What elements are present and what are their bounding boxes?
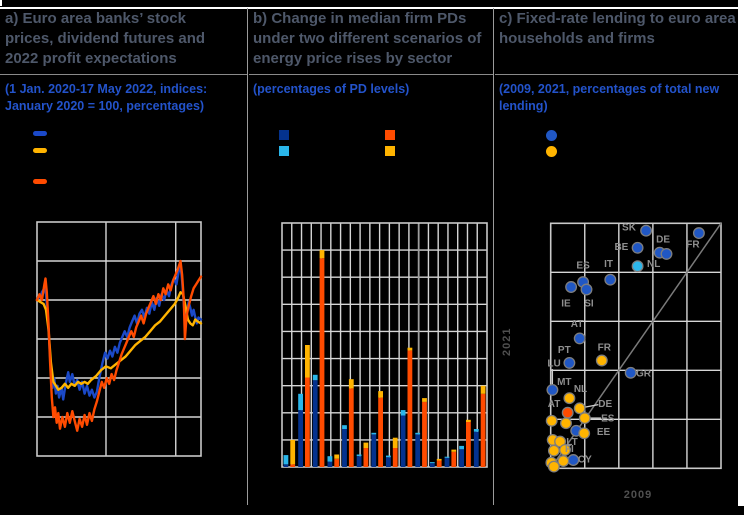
svg-text:DE: DE xyxy=(656,235,670,246)
svg-text:EE: EE xyxy=(597,427,611,438)
svg-text:LT: LT xyxy=(566,437,577,448)
line-chart-stock-prices xyxy=(35,221,203,457)
bar-chart-pd-changes xyxy=(281,222,488,468)
svg-text:LU: LU xyxy=(547,358,560,369)
svg-text:NL: NL xyxy=(574,384,587,395)
scatter-y-axis-label: 2021 xyxy=(501,327,513,356)
legend-swatch-households xyxy=(546,130,557,141)
panel-c-title: c) Fixed-rate lending to euro area house… xyxy=(499,10,736,47)
svg-text:NL: NL xyxy=(647,259,660,270)
panel-b-subtitle: (percentages of PD levels) xyxy=(253,82,410,96)
svg-text:FR: FR xyxy=(686,240,700,251)
legend-swatch-orange-line xyxy=(33,179,47,184)
panel-c-title-rule xyxy=(495,74,738,75)
scatter-x-axis-label: 2009 xyxy=(623,489,653,501)
panel-b-title: b) Change in median firm PDs under two d… xyxy=(253,10,482,67)
svg-text:IE: IE xyxy=(561,298,571,309)
svg-text:SI: SI xyxy=(584,298,594,309)
svg-text:ES: ES xyxy=(576,261,590,272)
panel-c-subtitle: (2009, 2021, percentages of total new le… xyxy=(499,82,720,113)
panel-divider-bc xyxy=(493,8,494,505)
svg-text:FI: FI xyxy=(565,444,574,455)
svg-text:AT: AT xyxy=(571,319,584,330)
legend-swatch-scenario2-top xyxy=(385,146,395,156)
svg-text:FR: FR xyxy=(598,343,612,354)
panel-b: b) Change in median firm PDs under two d… xyxy=(249,0,493,515)
svg-text:PT: PT xyxy=(558,345,571,356)
legend-swatch-scenario2-base xyxy=(385,130,395,140)
svg-text:MT: MT xyxy=(557,377,571,388)
scatter-chart-fixed-rate-lending: SKFRBEDENLITESSIIEATPTGRLUCYFRNLDEATESEE… xyxy=(545,223,722,473)
legend-swatch-firms xyxy=(546,146,557,157)
panel-c: c) Fixed-rate lending to euro area house… xyxy=(495,0,738,515)
page-right-margin xyxy=(738,0,744,506)
page-top-border xyxy=(0,7,744,9)
panel-divider-ab xyxy=(247,8,248,505)
panel-a: a) Euro area banks’ stock prices, divide… xyxy=(0,0,247,515)
legend-swatch-yellow-line xyxy=(33,148,47,153)
svg-text:CY: CY xyxy=(578,455,592,466)
legend-swatch-blue-line xyxy=(33,131,47,136)
panel-a-title: a) Euro area banks’ stock prices, divide… xyxy=(5,10,206,67)
page-corner-notch xyxy=(0,0,2,6)
svg-text:SK: SK xyxy=(622,223,637,234)
svg-text:GR: GR xyxy=(636,368,652,379)
panel-b-title-rule xyxy=(249,74,493,75)
svg-text:BE: BE xyxy=(614,242,628,253)
legend-swatch-scenario1-base xyxy=(279,130,289,140)
panel-a-title-rule xyxy=(0,74,247,75)
svg-text:IT: IT xyxy=(604,259,613,270)
legend-swatch-scenario1-top xyxy=(279,146,289,156)
svg-text:DE: DE xyxy=(598,399,612,410)
svg-text:ES: ES xyxy=(601,414,615,425)
panel-a-subtitle: (1 Jan. 2020-17 May 2022, indices: Janua… xyxy=(5,82,208,113)
svg-text:AT: AT xyxy=(548,399,561,410)
